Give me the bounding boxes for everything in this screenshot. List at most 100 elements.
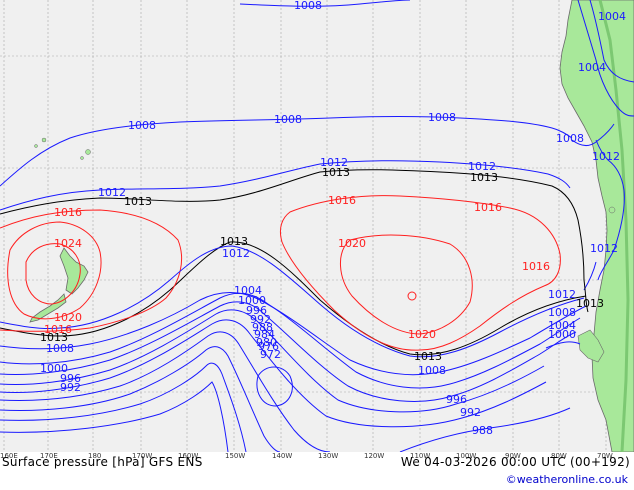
isobar-1020-west [7, 221, 102, 320]
isobar-1013-south [0, 241, 587, 356]
label-1020: 1020 [408, 328, 436, 341]
label-1004: 1004 [548, 319, 576, 332]
isobar-1012-south [0, 245, 585, 358]
label-1012: 1012 [468, 160, 496, 173]
isobar-low-center [256, 366, 293, 407]
label-1012: 1012 [590, 242, 618, 255]
label-1008: 1008 [128, 119, 156, 132]
lon-label-180: 180 [88, 452, 102, 460]
pressure-map: 1008 1008 1008 1008 1008 1004 1004 1012 … [0, 0, 634, 452]
isobar-1024-west [25, 243, 81, 305]
label-992: 992 [250, 313, 271, 326]
label-1016: 1016 [54, 206, 82, 219]
isobar-1016-center [279, 195, 561, 351]
isobar-980-south [0, 362, 247, 452]
lon-label-80w: 80W [551, 452, 567, 460]
label-1016: 1016 [474, 201, 502, 214]
label-988: 988 [252, 321, 273, 334]
label-976: 976 [258, 340, 279, 353]
isobar-1012-north [0, 160, 571, 211]
isobar-976-south [0, 381, 229, 452]
isobar-1012-sa [595, 139, 625, 281]
label-1000: 1000 [238, 294, 266, 307]
isobar-988-south-east [399, 407, 571, 452]
isobar-1008-north [0, 116, 573, 187]
isobar-984-south [0, 346, 281, 452]
source-credit-link[interactable]: ©weatheronline.co.uk [505, 473, 628, 486]
label-1012: 1012 [320, 156, 348, 169]
label-972: 972 [260, 348, 281, 361]
lon-label-130w: 130W [318, 452, 339, 460]
lon-label-90w: 90W [505, 452, 521, 460]
label-1013: 1013 [40, 331, 68, 344]
valid-time: We 04-03-2026 00:00 UTC (00+192) [400, 455, 630, 469]
label-1004: 1004 [234, 284, 262, 297]
isobar-1008-top [239, 0, 411, 7]
label-1004: 1004 [598, 10, 626, 23]
label-1008: 1008 [294, 0, 322, 12]
label-984: 984 [254, 328, 275, 341]
isobar-988-south [0, 331, 331, 452]
graticule [0, 0, 634, 452]
label-1016: 1016 [328, 194, 356, 207]
label-1008: 1008 [428, 111, 456, 124]
south-america-landmass [559, 0, 634, 452]
label-1008: 1008 [556, 132, 584, 145]
label-1012: 1012 [548, 288, 576, 301]
lon-label-110w: 110W [410, 452, 431, 460]
label-992: 992 [460, 406, 481, 419]
label-996: 996 [446, 393, 467, 406]
label-1013: 1013 [470, 171, 498, 184]
label-980: 980 [256, 336, 277, 349]
andes-relief [598, 0, 630, 452]
label-1008: 1008 [46, 342, 74, 355]
label-1020: 1020 [54, 311, 82, 324]
label-1013: 1013 [220, 235, 248, 248]
isobar-1008-south [0, 292, 587, 376]
label-1012: 1012 [222, 247, 250, 260]
lon-label-140w: 140W [272, 452, 293, 460]
lon-label-100w: 100W [456, 452, 477, 460]
label-1013: 1013 [124, 195, 152, 208]
label-992: 992 [60, 381, 81, 394]
lon-label-170w: 170W [132, 452, 153, 460]
isobar-1012-sa-south [583, 261, 597, 291]
label-1016: 1016 [44, 323, 72, 336]
label-1012: 1012 [592, 150, 620, 163]
label-1024: 1024 [54, 237, 82, 250]
label-1013: 1013 [414, 350, 442, 363]
isobar-1020-center [339, 234, 473, 335]
label-1008: 1008 [548, 306, 576, 319]
chile-islands [577, 329, 605, 363]
lon-label-160e: 160E [0, 452, 18, 460]
label-1020: 1020 [338, 237, 366, 250]
isobar-1013-north [0, 169, 589, 313]
isobar-1004-sa [577, 0, 634, 117]
label-1000: 1000 [40, 362, 68, 375]
isobar-sa-south-1 [545, 341, 581, 349]
footer-bar [0, 452, 634, 490]
lon-label-70w: 70W [597, 452, 613, 460]
label-1008: 1008 [274, 113, 302, 126]
label-996: 996 [60, 372, 81, 385]
label-1013: 1013 [576, 297, 604, 310]
isobar-1016-north [0, 209, 183, 332]
high-center [407, 291, 417, 301]
ocean-background [0, 0, 634, 452]
label-1000: 1000 [548, 328, 576, 341]
label-1016: 1016 [522, 260, 550, 273]
isobar-996-south [0, 309, 545, 413]
label-996: 996 [246, 304, 267, 317]
label-1008: 1008 [418, 364, 446, 377]
lon-label-170e: 170E [40, 452, 58, 460]
isobar-1004-south [0, 292, 581, 389]
lon-label-150w: 150W [225, 452, 246, 460]
isobar-1004-sa2 [589, 0, 634, 83]
label-1013: 1013 [322, 166, 350, 179]
pacific-islands [34, 137, 616, 214]
label-988: 988 [472, 424, 493, 437]
lon-label-120w: 120W [364, 452, 385, 460]
lon-label-160w: 160W [178, 452, 199, 460]
new-zealand-north-island [59, 247, 89, 295]
label-1012: 1012 [98, 186, 126, 199]
